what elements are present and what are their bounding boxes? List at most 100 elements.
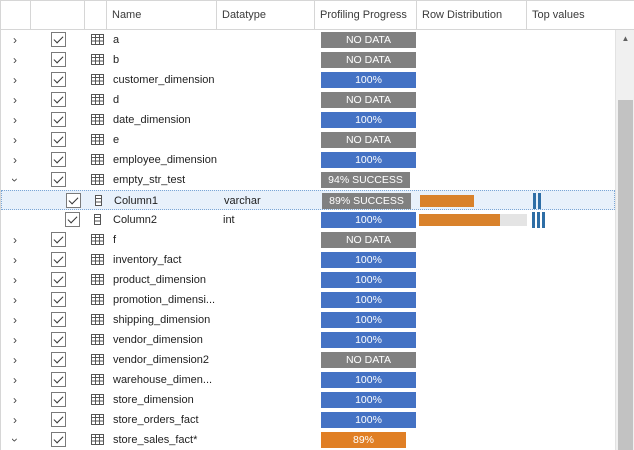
- row-checkbox[interactable]: [51, 352, 66, 367]
- row-checkbox[interactable]: [51, 152, 66, 167]
- chevron-down-icon[interactable]: ›: [8, 438, 22, 442]
- chevron-right-icon[interactable]: ›: [13, 113, 17, 127]
- chevron-right-icon[interactable]: ›: [13, 153, 17, 167]
- header-name[interactable]: Name: [107, 1, 217, 30]
- row-checkbox[interactable]: [51, 292, 66, 307]
- row-checkbox[interactable]: [51, 232, 66, 247]
- row-checkbox[interactable]: [51, 32, 66, 47]
- table-row[interactable]: › f NO DATA: [1, 230, 615, 250]
- table-row[interactable]: › a NO DATA: [1, 30, 615, 50]
- table-row[interactable]: › vendor_dimension 100%: [1, 330, 615, 350]
- table-row[interactable]: › shipping_dimension 100%: [1, 310, 615, 330]
- progress-bar: 100%: [321, 412, 416, 428]
- row-name: e: [113, 134, 120, 146]
- table-row[interactable]: › date_dimension 100%: [1, 110, 615, 130]
- table-icon: [91, 154, 104, 165]
- row-name: warehouse_dimen...: [113, 374, 213, 386]
- table-row[interactable]: › product_dimension 100%: [1, 270, 615, 290]
- row-distribution-bar: [420, 195, 528, 207]
- row-distribution-bar: [419, 214, 527, 226]
- table-row[interactable]: › customer_dimension 100%: [1, 70, 615, 90]
- chevron-right-icon[interactable]: ›: [13, 253, 17, 267]
- row-checkbox[interactable]: [51, 132, 66, 147]
- chevron-right-icon[interactable]: ›: [13, 133, 17, 147]
- table-icon: [91, 174, 104, 185]
- table-icon: [91, 294, 104, 305]
- table-icon: [91, 254, 104, 265]
- table-row[interactable]: › e NO DATA: [1, 130, 615, 150]
- table-row[interactable]: › inventory_fact 100%: [1, 250, 615, 270]
- table-row[interactable]: › warehouse_dimen... 100%: [1, 370, 615, 390]
- column-row[interactable]: Column1 varchar 89% SUCCESS: [1, 190, 615, 210]
- table-row[interactable]: › promotion_dimensi... 100%: [1, 290, 615, 310]
- row-checkbox[interactable]: [51, 372, 66, 387]
- chevron-right-icon[interactable]: ›: [13, 273, 17, 287]
- progress-bar: 100%: [321, 152, 416, 168]
- top-value-mark: [532, 212, 535, 228]
- row-checkbox[interactable]: [51, 272, 66, 287]
- table-icon: [91, 374, 104, 385]
- row-name: d: [113, 94, 120, 106]
- chevron-right-icon[interactable]: ›: [13, 93, 17, 107]
- chevron-right-icon[interactable]: ›: [13, 413, 17, 427]
- vertical-scrollbar[interactable]: ▲: [615, 30, 634, 450]
- table-row[interactable]: › store_orders_fact 100%: [1, 410, 615, 430]
- chevron-right-icon[interactable]: ›: [13, 333, 17, 347]
- row-name: inventory_fact: [113, 254, 182, 266]
- table-row[interactable]: › empty_str_test 94% SUCCESS: [1, 170, 615, 190]
- chevron-right-icon[interactable]: ›: [13, 33, 17, 47]
- table-row[interactable]: › employee_dimension 100%: [1, 150, 615, 170]
- table-row[interactable]: › store_dimension 100%: [1, 390, 615, 410]
- row-name: Column1: [114, 195, 159, 207]
- header-icon-col: [85, 1, 107, 30]
- row-checkbox[interactable]: [51, 432, 66, 447]
- row-checkbox[interactable]: [51, 52, 66, 67]
- row-name: b: [113, 54, 120, 66]
- row-checkbox[interactable]: [65, 212, 80, 227]
- table-row[interactable]: › vendor_dimension2 NO DATA: [1, 350, 615, 370]
- chevron-right-icon[interactable]: ›: [13, 53, 17, 67]
- chevron-down-icon[interactable]: ›: [8, 178, 22, 182]
- chevron-right-icon[interactable]: ›: [13, 233, 17, 247]
- row-checkbox[interactable]: [51, 252, 66, 267]
- table-row[interactable]: › d NO DATA: [1, 90, 615, 110]
- chevron-right-icon[interactable]: ›: [13, 393, 17, 407]
- progress-bar: 100%: [321, 372, 416, 388]
- progress-bar: 100%: [321, 292, 416, 308]
- progress-bar: 100%: [321, 272, 416, 288]
- row-checkbox[interactable]: [51, 112, 66, 127]
- scroll-up-arrow-icon[interactable]: ▲: [621, 34, 630, 43]
- header-profiling-progress[interactable]: Profiling Progress: [315, 1, 417, 30]
- row-checkbox[interactable]: [51, 412, 66, 427]
- row-distribution-fill: [419, 214, 500, 226]
- header-top-values[interactable]: Top values: [532, 9, 585, 21]
- row-checkbox[interactable]: [51, 92, 66, 107]
- progress-bar: 100%: [321, 312, 416, 328]
- row-name: vendor_dimension: [113, 334, 203, 346]
- row-name: vendor_dimension2: [113, 354, 210, 366]
- row-checkbox[interactable]: [51, 392, 66, 407]
- chevron-right-icon[interactable]: ›: [13, 353, 17, 367]
- row-checkbox[interactable]: [51, 172, 66, 187]
- chevron-right-icon[interactable]: ›: [13, 373, 17, 387]
- chevron-right-icon[interactable]: ›: [13, 293, 17, 307]
- header-datatype[interactable]: Datatype: [217, 1, 315, 30]
- row-checkbox[interactable]: [51, 332, 66, 347]
- table-icon: [91, 434, 104, 445]
- table-icon: [91, 354, 104, 365]
- table-row[interactable]: › store_sales_fact* 89%: [1, 430, 615, 450]
- table-icon: [91, 314, 104, 325]
- row-name: product_dimension: [113, 274, 206, 286]
- progress-bar: 100%: [321, 72, 416, 88]
- column-row[interactable]: Column2 int 100%: [1, 210, 615, 230]
- row-datatype: varchar: [224, 195, 261, 207]
- table-icon: [91, 274, 104, 285]
- chevron-right-icon[interactable]: ›: [13, 313, 17, 327]
- scroll-thumb[interactable]: [618, 100, 633, 450]
- table-row[interactable]: › b NO DATA: [1, 50, 615, 70]
- chevron-right-icon[interactable]: ›: [13, 73, 17, 87]
- row-checkbox[interactable]: [66, 193, 81, 208]
- header-row-distribution[interactable]: Row Distribution: [417, 1, 527, 30]
- row-checkbox[interactable]: [51, 72, 66, 87]
- row-checkbox[interactable]: [51, 312, 66, 327]
